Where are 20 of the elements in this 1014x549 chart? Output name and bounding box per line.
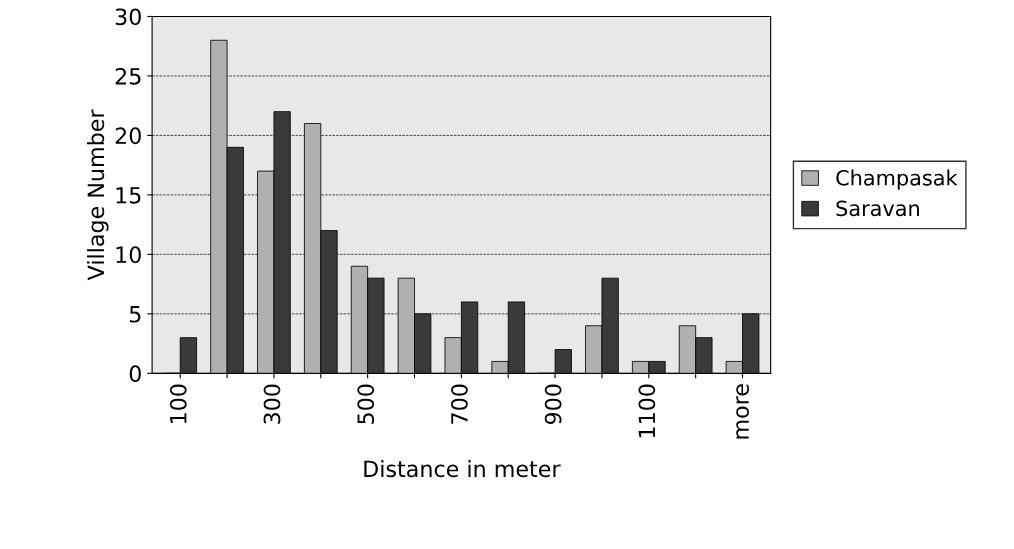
y-tick-label: 30	[115, 8, 141, 26]
x-tick-label: 100	[169, 384, 187, 424]
x-tick-label: 900	[544, 384, 562, 425]
x-axis-title: Distance in meter	[364, 460, 561, 478]
x-tick-label: 1100	[638, 384, 656, 438]
legend-label: Champasak	[836, 169, 958, 190]
y-tick-label: 20	[115, 127, 141, 145]
legend-label: Saravan	[836, 200, 919, 217]
y-tick-label: 5	[129, 306, 141, 323]
y-tick-label: 15	[116, 187, 141, 204]
y-axis-title: Village Number	[87, 109, 109, 281]
bar	[554, 349, 572, 374]
x-tick-label: 300	[263, 384, 281, 424]
x-tick-label: 700	[451, 384, 468, 424]
x-tick-label: 500	[357, 384, 375, 424]
bar	[179, 337, 198, 374]
y-tick-label: 25	[115, 67, 141, 85]
y-tick-label: 10	[116, 246, 141, 264]
y-tick-label: 0	[129, 365, 141, 383]
x-tick-label: more	[736, 384, 749, 439]
